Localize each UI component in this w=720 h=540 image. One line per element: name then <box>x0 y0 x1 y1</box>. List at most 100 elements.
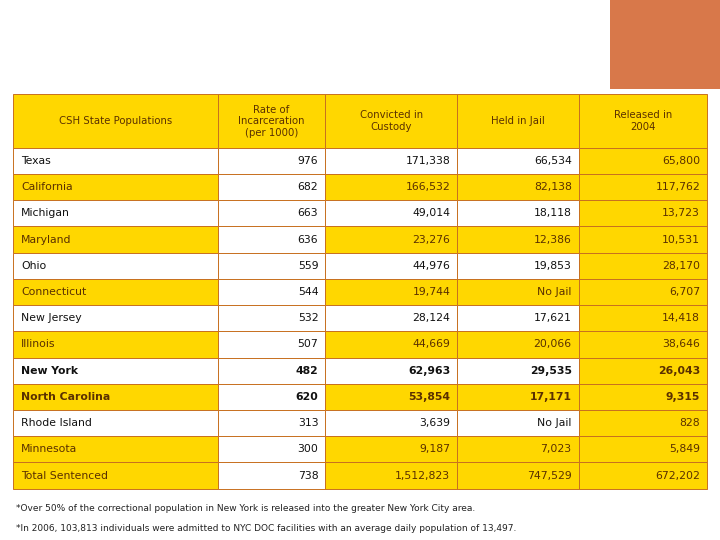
Bar <box>325 332 457 357</box>
Text: 559: 559 <box>298 261 318 271</box>
Bar <box>457 279 579 305</box>
Bar <box>457 462 579 489</box>
Bar <box>325 410 457 436</box>
Text: 6,707: 6,707 <box>669 287 700 297</box>
Text: Convicted in
Custody: Convicted in Custody <box>360 110 423 132</box>
Bar <box>579 436 707 462</box>
Text: Released in
2004: Released in 2004 <box>613 110 672 132</box>
Text: 313: 313 <box>298 418 318 428</box>
Bar <box>579 94 707 148</box>
Text: 66,534: 66,534 <box>534 156 572 166</box>
Text: No Jail: No Jail <box>537 418 572 428</box>
Bar <box>457 436 579 462</box>
Text: 62,963: 62,963 <box>408 366 450 376</box>
Text: Rhode Island: Rhode Island <box>22 418 92 428</box>
Bar <box>13 305 217 332</box>
Bar <box>325 226 457 253</box>
Bar <box>579 462 707 489</box>
Bar <box>217 253 325 279</box>
Bar <box>325 462 457 489</box>
Bar <box>13 357 217 384</box>
Bar <box>13 253 217 279</box>
Bar <box>457 332 579 357</box>
Bar <box>325 174 457 200</box>
Text: Minnesota: Minnesota <box>22 444 78 454</box>
Bar <box>579 305 707 332</box>
Bar <box>457 148 579 174</box>
Text: 620: 620 <box>296 392 318 402</box>
Text: 19,744: 19,744 <box>413 287 450 297</box>
Text: 507: 507 <box>297 340 318 349</box>
Text: 171,338: 171,338 <box>405 156 450 166</box>
Text: 26,043: 26,043 <box>658 366 700 376</box>
Bar <box>325 384 457 410</box>
Bar <box>325 305 457 332</box>
Bar <box>217 332 325 357</box>
Text: Ohio: Ohio <box>22 261 47 271</box>
Text: 38,646: 38,646 <box>662 340 700 349</box>
Text: 166,532: 166,532 <box>405 182 450 192</box>
Bar <box>325 357 457 384</box>
Bar <box>13 148 217 174</box>
Bar <box>325 253 457 279</box>
Text: *In 2006, 103,813 individuals were admitted to NYC DOC facilities with an averag: *In 2006, 103,813 individuals were admit… <box>17 524 517 532</box>
Bar <box>457 226 579 253</box>
Text: Rate of
Incarceration
(per 1000): Rate of Incarceration (per 1000) <box>238 105 305 138</box>
Bar <box>13 279 217 305</box>
Bar <box>579 253 707 279</box>
Bar <box>457 253 579 279</box>
Text: 9,315: 9,315 <box>666 392 700 402</box>
Bar <box>325 200 457 226</box>
Text: California: California <box>22 182 73 192</box>
Bar <box>457 200 579 226</box>
Text: 3,639: 3,639 <box>419 418 450 428</box>
Bar <box>579 332 707 357</box>
Text: Maryland: Maryland <box>22 234 72 245</box>
Bar <box>13 200 217 226</box>
Bar <box>579 410 707 436</box>
Text: 532: 532 <box>298 313 318 323</box>
Bar <box>579 279 707 305</box>
Text: 663: 663 <box>298 208 318 218</box>
Text: 65,800: 65,800 <box>662 156 700 166</box>
Text: Michigan: Michigan <box>22 208 70 218</box>
Text: 7,023: 7,023 <box>541 444 572 454</box>
Text: 5,849: 5,849 <box>669 444 700 454</box>
Bar <box>607 0 610 89</box>
Text: 738: 738 <box>298 470 318 481</box>
Text: 19,853: 19,853 <box>534 261 572 271</box>
Text: Illinois: Illinois <box>22 340 55 349</box>
Bar <box>217 436 325 462</box>
Text: *Over 50% of the correctional population in New York is released into the greate: *Over 50% of the correctional population… <box>17 504 476 513</box>
Bar <box>13 462 217 489</box>
Text: No Jail: No Jail <box>537 287 572 297</box>
Text: Texas: Texas <box>22 156 51 166</box>
Text: 44,976: 44,976 <box>413 261 450 271</box>
Text: 49,014: 49,014 <box>413 208 450 218</box>
Text: 636: 636 <box>298 234 318 245</box>
Bar <box>325 94 457 148</box>
Text: New Jersey: New Jersey <box>22 313 82 323</box>
Bar <box>217 357 325 384</box>
Text: 13,723: 13,723 <box>662 208 700 218</box>
Bar <box>579 174 707 200</box>
Text: Held in Jail: Held in Jail <box>491 116 545 126</box>
Bar <box>608 0 720 89</box>
Bar <box>13 226 217 253</box>
Text: 1,512,823: 1,512,823 <box>395 470 450 481</box>
Bar <box>217 94 325 148</box>
Text: 20,066: 20,066 <box>534 340 572 349</box>
Bar <box>13 174 217 200</box>
Bar <box>217 305 325 332</box>
Bar <box>457 174 579 200</box>
Text: 9,187: 9,187 <box>419 444 450 454</box>
Bar <box>579 148 707 174</box>
Bar <box>457 357 579 384</box>
Text: 482: 482 <box>296 366 318 376</box>
Text: North Carolina: North Carolina <box>22 392 111 402</box>
Bar <box>457 410 579 436</box>
Text: 44,669: 44,669 <box>413 340 450 349</box>
Text: 300: 300 <box>297 444 318 454</box>
Bar <box>217 462 325 489</box>
Bar <box>579 384 707 410</box>
